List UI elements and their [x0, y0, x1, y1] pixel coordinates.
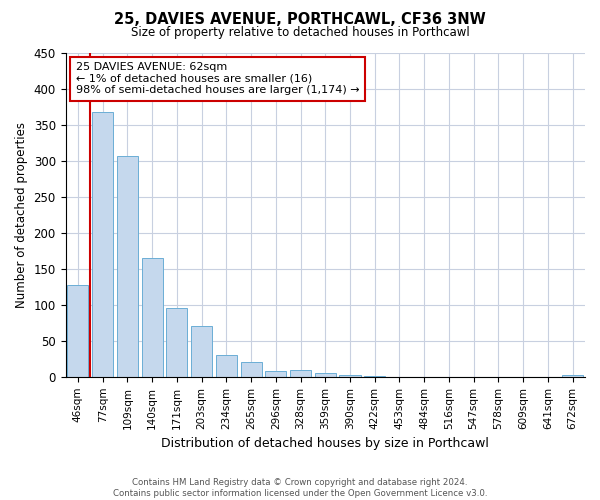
Bar: [166, 308, 187, 377]
Bar: [340, 376, 361, 377]
Bar: [117, 156, 138, 377]
Text: Contains HM Land Registry data © Crown copyright and database right 2024.
Contai: Contains HM Land Registry data © Crown c…: [113, 478, 487, 498]
Bar: [315, 373, 336, 377]
Y-axis label: Number of detached properties: Number of detached properties: [15, 122, 28, 308]
Bar: [67, 286, 88, 377]
X-axis label: Distribution of detached houses by size in Porthcawl: Distribution of detached houses by size …: [161, 437, 489, 450]
Text: 25, DAVIES AVENUE, PORTHCAWL, CF36 3NW: 25, DAVIES AVENUE, PORTHCAWL, CF36 3NW: [114, 12, 486, 28]
Bar: [241, 362, 262, 377]
Bar: [191, 326, 212, 377]
Bar: [265, 371, 286, 377]
Text: 25 DAVIES AVENUE: 62sqm
← 1% of detached houses are smaller (16)
98% of semi-det: 25 DAVIES AVENUE: 62sqm ← 1% of detached…: [76, 62, 359, 96]
Bar: [290, 370, 311, 377]
Bar: [364, 376, 385, 377]
Bar: [142, 258, 163, 377]
Text: Size of property relative to detached houses in Porthcawl: Size of property relative to detached ho…: [131, 26, 469, 39]
Bar: [216, 355, 237, 377]
Bar: [92, 112, 113, 377]
Bar: [562, 374, 583, 377]
